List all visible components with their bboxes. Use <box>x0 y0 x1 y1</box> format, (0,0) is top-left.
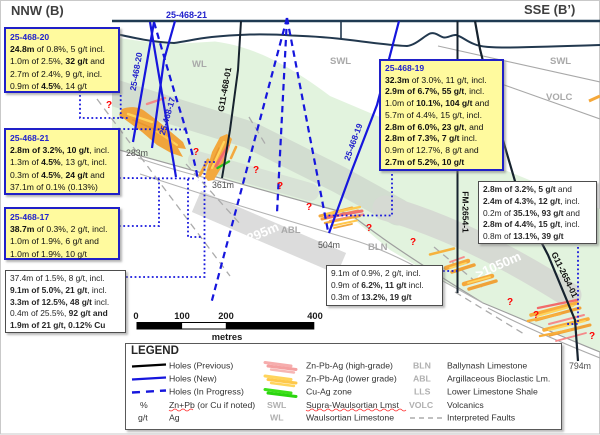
svg-text:?: ? <box>277 181 283 192</box>
svg-text:Holes (Previous): Holes (Previous) <box>169 361 233 371</box>
svg-text:LLS: LLS <box>414 387 431 397</box>
svg-text:?: ? <box>589 331 595 342</box>
svg-text:283m: 283m <box>126 148 148 158</box>
svg-text:Argillaceous Bioclastic Lm.: Argillaceous Bioclastic Lm. <box>447 374 550 384</box>
svg-text:Supra-Waulsortian Lmst: Supra-Waulsortian Lmst <box>306 400 399 410</box>
svg-text:?: ? <box>193 147 199 158</box>
svg-text:ABL: ABL <box>413 374 432 384</box>
svg-text:SWL: SWL <box>330 56 351 67</box>
svg-text:ABL: ABL <box>281 225 301 236</box>
svg-text:Holes (New): Holes (New) <box>169 374 217 384</box>
svg-text:g/t: g/t <box>138 413 148 423</box>
svg-text:Zn-Pb-Ag (high-grade): Zn-Pb-Ag (high-grade) <box>306 361 393 371</box>
svg-text:Interpreted Faults: Interpreted Faults <box>447 413 516 423</box>
svg-text:?: ? <box>410 237 416 248</box>
svg-text:BLN: BLN <box>413 361 431 371</box>
svg-text:?: ? <box>366 223 372 234</box>
svg-text:Ag: Ag <box>169 413 180 423</box>
svg-text:Zn-Pb-Ag (lower grade): Zn-Pb-Ag (lower grade) <box>306 374 397 384</box>
svg-text:Ballynash Limestone: Ballynash Limestone <box>447 361 527 371</box>
svg-text:VOLC: VOLC <box>409 400 434 410</box>
svg-text:Holes (In Progress): Holes (In Progress) <box>169 387 244 397</box>
svg-text:VOLC: VOLC <box>546 92 573 103</box>
svg-text:WL: WL <box>192 59 207 70</box>
svg-text:SWL: SWL <box>267 400 287 410</box>
svg-text:?: ? <box>507 297 513 308</box>
svg-text:BLN: BLN <box>368 242 388 253</box>
svg-text:361m: 361m <box>212 180 234 190</box>
svg-text:Cu-Ag zone: Cu-Ag zone <box>306 387 352 397</box>
svg-text:metres: metres <box>212 332 243 342</box>
svg-text:200: 200 <box>218 311 234 321</box>
svg-text:0: 0 <box>133 311 138 321</box>
svg-text:504m: 504m <box>318 240 340 250</box>
svg-text:FM-2654-1: FM-2654-1 <box>461 191 471 233</box>
svg-text:794m: 794m <box>569 361 591 371</box>
svg-text:400: 400 <box>307 311 323 321</box>
svg-text:Volcanics: Volcanics <box>447 400 484 410</box>
svg-text:WL: WL <box>270 413 284 423</box>
svg-text:25-468-21: 25-468-21 <box>166 10 207 20</box>
svg-text:?: ? <box>106 100 112 111</box>
svg-text:?: ? <box>306 202 312 213</box>
svg-text:SWL: SWL <box>550 56 571 67</box>
svg-text:?: ? <box>253 165 259 176</box>
svg-text:Lower Limestone Shale: Lower Limestone Shale <box>447 387 538 397</box>
svg-text:Waulsortian Limestone: Waulsortian Limestone <box>306 413 394 423</box>
svg-text:%: % <box>140 400 148 410</box>
svg-text:?: ? <box>533 310 539 321</box>
svg-text:100: 100 <box>174 311 190 321</box>
svg-text:Zn+Pb (or Cu if noted): Zn+Pb (or Cu if noted) <box>169 400 255 410</box>
